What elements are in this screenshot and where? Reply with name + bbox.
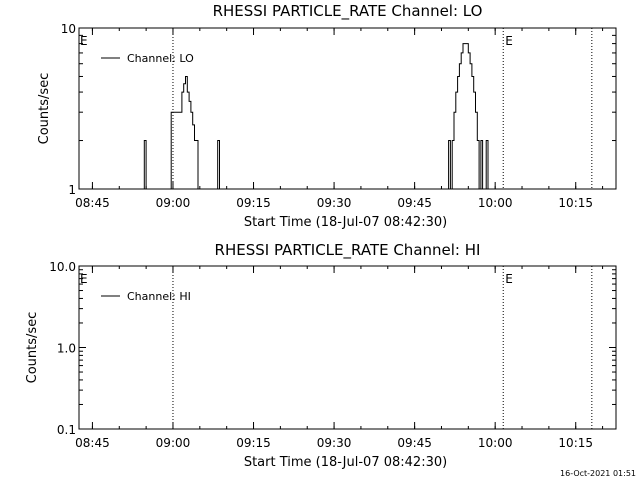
x-tick-label: 09:45 — [397, 196, 432, 210]
x-tick-label: 09:00 — [156, 436, 191, 450]
y-axis-label: Counts/sec — [25, 312, 40, 384]
chart-title: RHESSI PARTICLE_RATE Channel: LO — [213, 2, 483, 21]
x-axis-label: Start Time (18-Jul-07 08:42:30) — [244, 455, 447, 470]
y-tick-label: 1 — [68, 183, 76, 197]
footer-timestamp: 16-Oct-2021 01:51 — [560, 469, 636, 478]
x-tick-label: 09:15 — [236, 196, 271, 210]
y-tick-label: 1.0 — [57, 342, 76, 356]
marker-label: E — [505, 34, 513, 48]
y-axis-label: Counts/sec — [37, 73, 52, 145]
x-tick-label: 08:45 — [75, 196, 110, 210]
x-tick-label: 10:15 — [558, 436, 593, 450]
y-tick-label: 10 — [61, 22, 76, 36]
x-tick-label: 09:30 — [317, 436, 352, 450]
x-tick-label: 09:30 — [317, 196, 352, 210]
edge-label: E — [80, 34, 88, 48]
y-tick-label: 10.0 — [49, 260, 76, 274]
x-tick-label: 10:15 — [558, 196, 593, 210]
x-axis-label: Start Time (18-Jul-07 08:42:30) — [244, 215, 447, 230]
legend-label: Channel: HI — [127, 290, 191, 303]
series-line — [79, 43, 499, 190]
marker-label: E — [505, 272, 513, 286]
legend-label: Channel: LO — [127, 52, 194, 65]
chart-hi-panel: RHESSI PARTICLE_RATE Channel: HI 08:45 09:… — [25, 241, 617, 470]
chart-lo-panel: RHESSI PARTICLE_RATE Channel: LO 08:45 09:… — [37, 2, 617, 230]
x-tick-label: 09:15 — [236, 436, 271, 450]
x-tick-label: 08:45 — [75, 436, 110, 450]
x-tick-label: 10:00 — [478, 436, 513, 450]
x-tick-label: 09:00 — [156, 196, 191, 210]
x-tick-label: 10:00 — [478, 196, 513, 210]
y-tick-label: 0.1 — [57, 423, 76, 437]
edge-label: E — [80, 272, 88, 286]
chart-title: RHESSI PARTICLE_RATE Channel: HI — [215, 241, 481, 260]
x-tick-label: 09:45 — [397, 436, 432, 450]
